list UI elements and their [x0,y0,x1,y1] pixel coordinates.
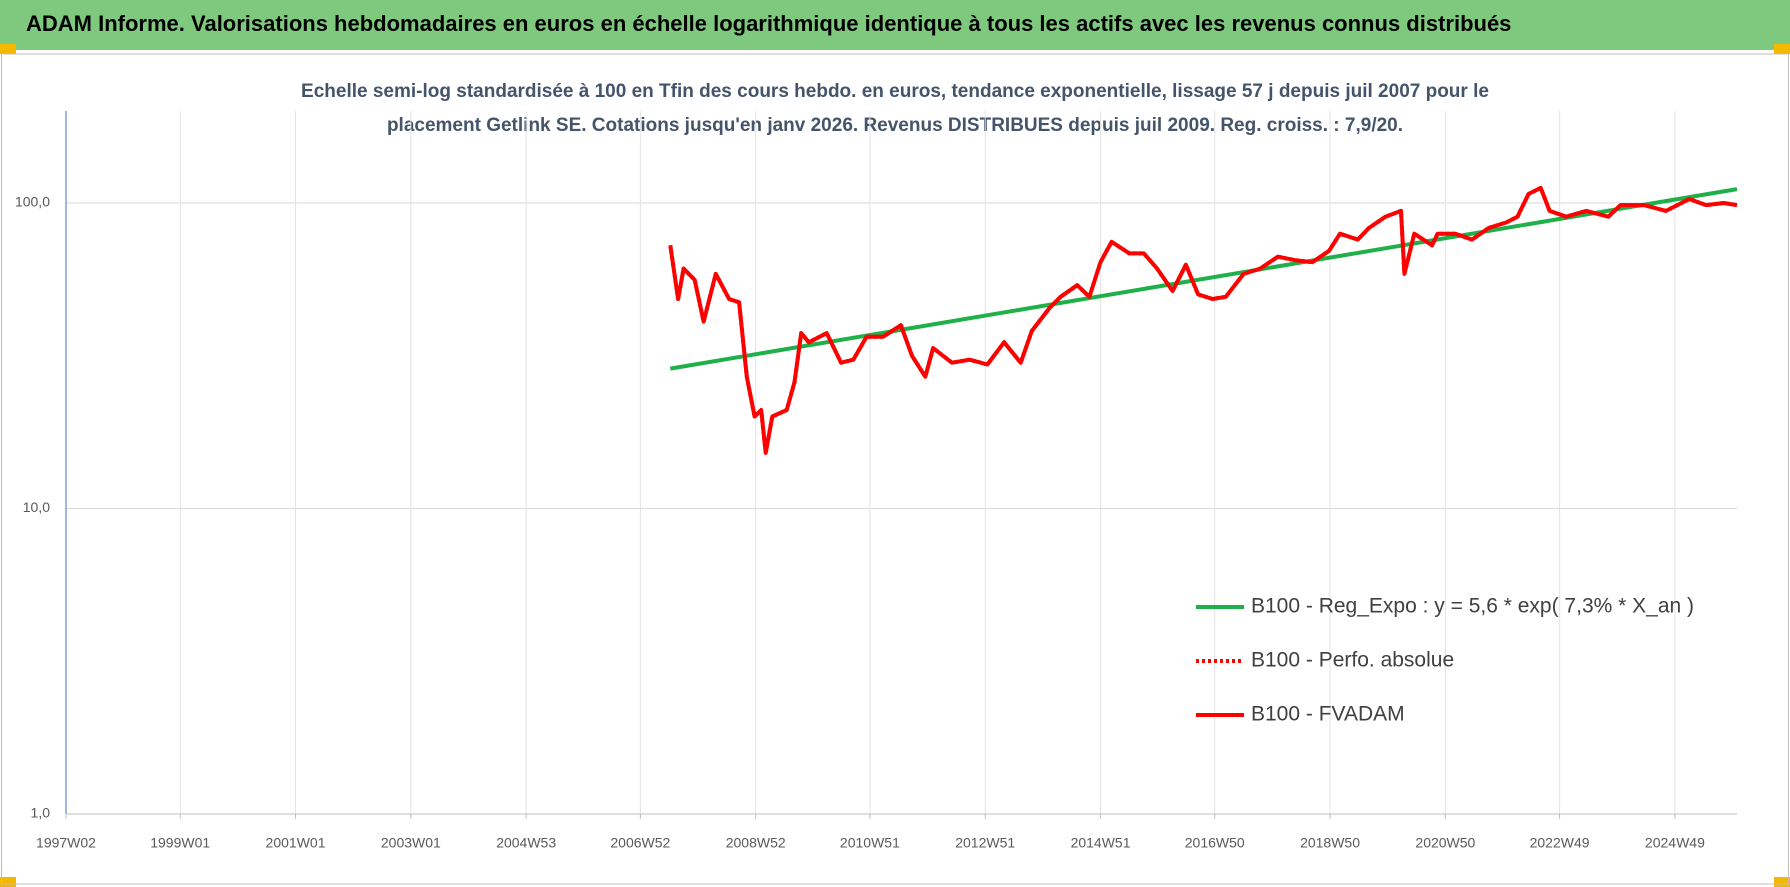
series-line [669,187,1738,371]
x-tick-label: 2022W49 [1530,835,1590,851]
y-tick-label: 100,0 [15,194,50,210]
corner [1774,877,1790,887]
legend-label: B100 - FVADAM [1251,703,1405,726]
frame [1,53,1789,885]
x-tick-label: 2008W52 [726,835,786,851]
y-tick-label: 1,0 [31,805,51,821]
series-line [668,185,1738,455]
x-tick-label: 2006W52 [610,835,670,851]
chart-subtitle: placement Getlink SE. Cotations jusqu'en… [387,115,1403,136]
x-tick-label: 2010W51 [840,835,900,851]
x-tick-label: 2004W53 [496,835,556,851]
x-tick-label: 2020W50 [1415,835,1475,851]
x-tick-label: 2018W50 [1300,835,1360,851]
x-tick-label: 2016W50 [1185,835,1245,851]
x-tick-label: 1997W02 [36,835,96,851]
corner [0,877,16,887]
title-banner [0,0,1790,50]
x-tick-label: 2024W49 [1645,835,1705,851]
x-tick-label: 2001W01 [266,835,326,851]
corner [0,44,16,54]
legend-label: B100 - Perfo. absolue [1251,649,1454,672]
legend-label: B100 - Reg_Expo : y = 5,6 * exp( 7,3% * … [1251,595,1694,618]
corner [1774,44,1790,54]
x-tick-label: 1999W01 [150,835,210,851]
x-tick-label: 2014W51 [1071,835,1131,851]
chart-subtitle: Echelle semi-log standardisée à 100 en T… [301,81,1489,102]
chart-title: ADAM Informe. Valorisations hebdomadaire… [26,11,1511,36]
y-tick-label: 10,0 [23,499,50,515]
x-tick-label: 2012W51 [955,835,1015,851]
series-line [668,185,1738,455]
x-tick-label: 2003W01 [381,835,441,851]
